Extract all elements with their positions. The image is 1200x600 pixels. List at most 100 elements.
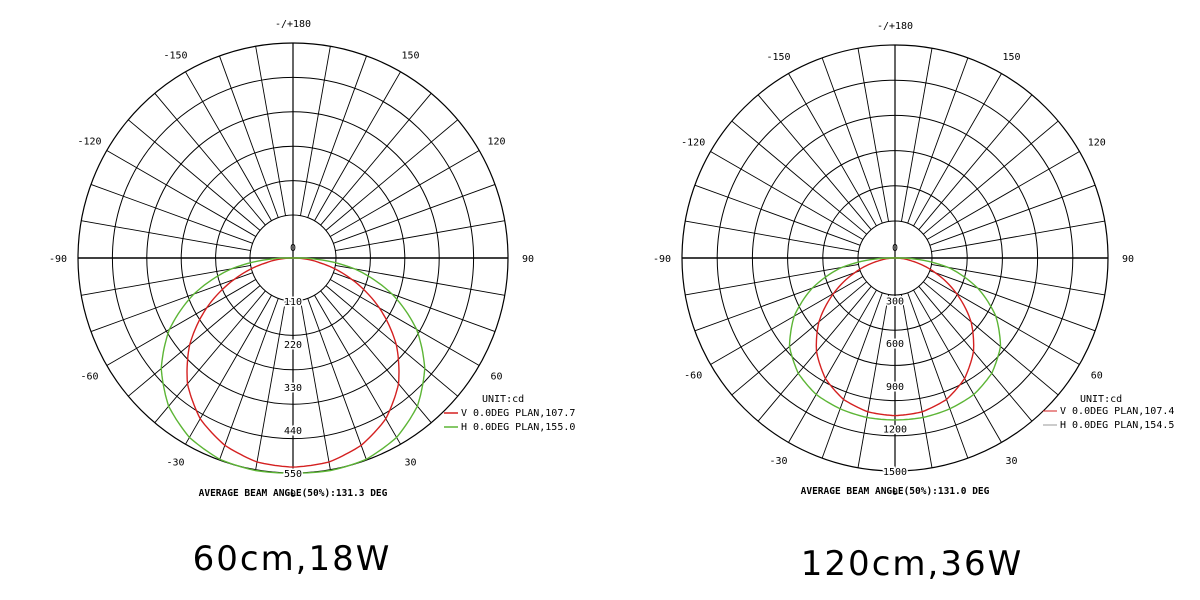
grid-spoke xyxy=(821,292,883,459)
grid-spoke xyxy=(929,270,1096,332)
radial-tick-label: 440 xyxy=(284,426,302,437)
curve-h-plane xyxy=(160,257,426,474)
labels: -/+180 150 120 90 60 30 0 -30 -60 -90 -120 -150 0 110… xyxy=(49,19,534,500)
grid-spoke xyxy=(710,276,864,365)
grid-spoke xyxy=(106,279,256,366)
grid-spoke xyxy=(923,281,1059,396)
radial-tick-label: 330 xyxy=(284,383,302,394)
grid-spoke xyxy=(731,120,867,235)
grid-spoke xyxy=(219,298,279,461)
grid-spoke xyxy=(128,119,261,231)
grid-spoke xyxy=(907,292,969,459)
grid-spoke xyxy=(255,300,286,470)
grid-spoke xyxy=(931,263,1105,296)
angle-label: 90 xyxy=(522,254,534,265)
legend-entry-v: V 0.0DEG PLAN,107.4 xyxy=(1060,406,1174,417)
grid-spoke xyxy=(821,57,883,224)
grid-spoke xyxy=(320,290,432,423)
grid-spoke xyxy=(788,289,877,443)
angle-label: 0 xyxy=(892,487,898,498)
angle-label: 30 xyxy=(404,458,416,469)
grid-spoke xyxy=(320,93,432,226)
grid-spoke xyxy=(300,300,331,470)
grid-spoke xyxy=(255,46,286,216)
radial-tick-label: 550 xyxy=(284,469,302,480)
grid-spoke xyxy=(857,294,890,468)
unit-label: UNIT:cd xyxy=(482,394,524,405)
grid-spoke xyxy=(788,73,877,227)
radial-tick-label: 300 xyxy=(886,297,904,308)
grid-spoke xyxy=(918,94,1033,230)
grid-spoke xyxy=(333,272,496,332)
grid-spoke xyxy=(325,119,458,231)
grid-spoke xyxy=(106,150,256,237)
grid-spoke xyxy=(694,270,861,332)
polar-chart-60cm: -/+180 150 120 90 60 30 0 -30 -60 -90 -120 -150 0 110… xyxy=(49,19,575,579)
angle-label: -150 xyxy=(766,52,790,63)
grid-spoke xyxy=(128,285,261,397)
grid-spoke xyxy=(219,55,279,218)
grid-spoke xyxy=(307,298,367,461)
curves xyxy=(160,257,426,474)
angle-label: 150 xyxy=(401,51,419,62)
grid-spoke xyxy=(757,286,872,422)
angle-label: 150 xyxy=(1002,52,1020,63)
curves xyxy=(788,257,1002,421)
angle-label: -30 xyxy=(769,456,787,467)
angle-label: 60 xyxy=(1091,371,1103,382)
angle-label: -90 xyxy=(49,254,67,265)
grid-spoke xyxy=(731,281,867,396)
grid-spoke xyxy=(913,73,1002,227)
legend-entry-h: H 0.0DEG PLAN,154.5 xyxy=(1060,420,1174,431)
grid-spoke xyxy=(330,150,480,237)
grid-spoke xyxy=(710,151,864,240)
grid-spoke xyxy=(154,93,266,226)
radial-tick-label: 1500 xyxy=(883,467,907,478)
radial-tick-label: 220 xyxy=(284,340,302,351)
grid-spoke xyxy=(90,272,253,332)
radial-tick-label: 600 xyxy=(886,339,904,350)
legend-entry-h: H 0.0DEG PLAN,155.0 xyxy=(461,422,575,433)
grid-spoke xyxy=(185,71,272,221)
radial-tick-label: 900 xyxy=(886,382,904,393)
unit-label: UNIT:cd xyxy=(1080,394,1122,405)
polar-grid xyxy=(77,42,509,474)
curve-v-plane xyxy=(186,257,400,468)
angle-label: -90 xyxy=(653,254,671,265)
grid-spoke xyxy=(929,184,1096,246)
grid-spoke xyxy=(694,184,861,246)
labels: -/+1801501209060300-30-60-90-120-1500300… xyxy=(653,21,1134,498)
grid-spoke xyxy=(300,46,331,216)
curve-v-plane xyxy=(815,257,975,417)
grid-spoke xyxy=(900,48,933,222)
grid-spoke xyxy=(926,276,1080,365)
grid-spoke xyxy=(900,294,933,468)
angle-label: -30 xyxy=(166,458,184,469)
angle-label: -60 xyxy=(684,371,702,382)
polar-grid xyxy=(681,44,1109,472)
angle-label: -/+180 xyxy=(877,21,913,32)
grid-spoke xyxy=(335,220,505,251)
radial-origin-label: 0 xyxy=(290,243,296,254)
angle-label: -60 xyxy=(80,372,98,383)
grid-spoke xyxy=(685,263,859,296)
radial-origin-label: 0 xyxy=(892,243,898,254)
angle-label: -120 xyxy=(681,138,705,149)
chart-caption: 120cm,36W xyxy=(801,544,1023,584)
grid-spoke xyxy=(907,57,969,224)
grid-spoke xyxy=(325,285,458,397)
grid-spoke xyxy=(926,151,1080,240)
angle-label: 30 xyxy=(1005,456,1017,467)
angle-label: 90 xyxy=(1122,254,1134,265)
grid-spoke xyxy=(81,220,251,251)
angle-label: 0 xyxy=(290,489,296,500)
chart-caption: 60cm,18W xyxy=(193,539,392,579)
grid-spoke xyxy=(857,48,890,222)
grid-spoke xyxy=(757,94,872,230)
beam-angle-label: AVERAGE BEAM ANGLE(50%):131.0 DEG xyxy=(801,486,990,497)
angle-label: -/+180 xyxy=(275,19,311,30)
angle-label: 120 xyxy=(1088,138,1106,149)
grid-spoke xyxy=(923,120,1059,235)
grid-spoke xyxy=(931,220,1105,253)
